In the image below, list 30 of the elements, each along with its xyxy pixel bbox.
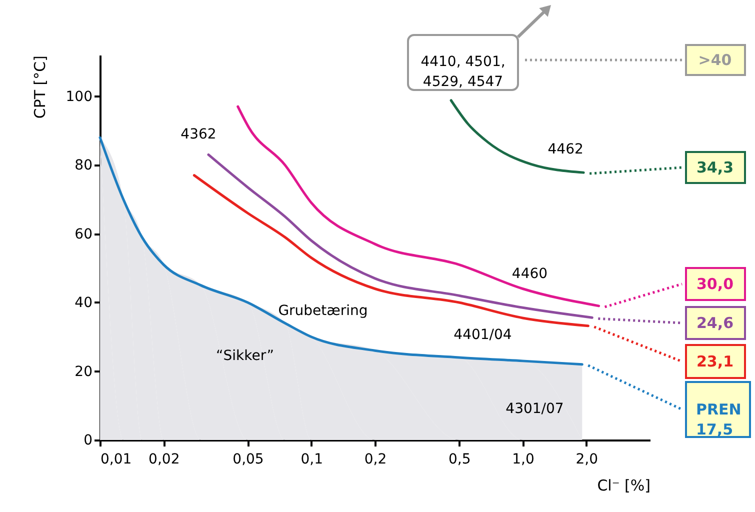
- series-label: 4301/07: [506, 400, 564, 417]
- x-axis-title: Cl⁻ [%]: [597, 476, 650, 494]
- x-tick-label: 0,05: [232, 452, 264, 468]
- text: >40: [698, 51, 732, 69]
- series-label: 4401/04: [454, 326, 512, 343]
- x-tick-label: 0,5: [448, 452, 471, 468]
- y-axis-title: CPT [°C]: [30, 56, 49, 119]
- x-tick-label: 0,01: [100, 452, 132, 468]
- annotation: Grubetæring: [278, 303, 368, 319]
- y-tick-label: 20: [74, 364, 92, 380]
- y-tick-label: 100: [66, 88, 92, 105]
- x-tick-label: 0,1: [300, 452, 324, 468]
- y-tick-label: 60: [74, 226, 92, 242]
- text: 23,1: [696, 352, 734, 370]
- series-label: 4462: [548, 142, 584, 158]
- series-label: 4460: [512, 266, 548, 282]
- x-tick-label: 0,2: [364, 452, 387, 468]
- y-tick-label: 0: [84, 432, 92, 448]
- series-label: 4362: [180, 126, 216, 143]
- annotation: 4410, 4501, 4529, 4547: [420, 54, 506, 90]
- text: 30,0: [696, 275, 734, 293]
- x-tick-label: 2,0: [576, 452, 598, 468]
- text: 24,6: [696, 314, 734, 332]
- x-tick-label: 0,02: [148, 452, 180, 468]
- text: PREN 17,5: [696, 400, 742, 438]
- text: 34,3: [696, 158, 734, 176]
- x-tick-label: 1,0: [512, 452, 534, 468]
- y-tick-label: 80: [74, 158, 92, 174]
- annotation: “Sikker”: [216, 348, 274, 364]
- y-tick-label: 40: [74, 295, 92, 311]
